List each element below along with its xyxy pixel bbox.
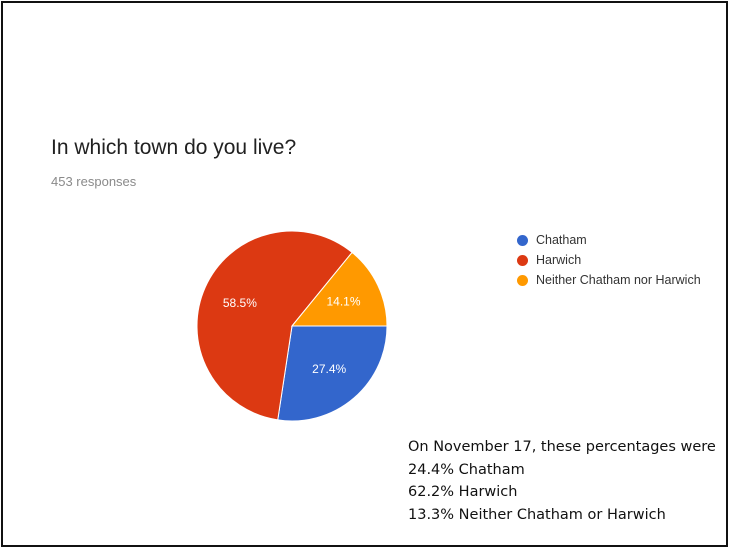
legend-dot-harwich [517,254,528,266]
legend-label-chatham: Chatham [536,233,587,247]
comparison-note: On November 17, these percentages were 2… [408,436,716,526]
legend-dot-neither [517,274,528,286]
chart-legend: Chatham Harwich Neither Chatham nor Harw… [517,230,701,290]
legend-item-harwich[interactable]: Harwich [517,250,701,270]
note-line-neither: 13.3% Neither Chatham or Harwich [408,506,666,523]
note-line-chatham: 24.4% Chatham [408,461,525,478]
pie-slice-harwich[interactable] [196,230,353,421]
legend-label-harwich: Harwich [536,253,582,267]
legend-item-neither[interactable]: Neither Chatham nor Harwich [517,270,701,290]
legend-dot-chatham [517,234,528,246]
pie-label-chatham: 27.4% [312,362,346,376]
pie-label-neither: 14.1% [326,295,360,309]
note-line-intro: On November 17, these percentages were [408,439,716,455]
legend-item-chatham[interactable]: Chatham [517,230,701,250]
question-title: In which town do you live? [51,136,297,159]
pie-label-harwich: 58.5% [223,296,257,310]
pie-slice-neither[interactable] [290,251,388,327]
note-line-harwich: 62.2% Harwich [408,484,518,500]
legend-label-neither: Neither Chatham nor Harwich [536,273,701,287]
response-count: 453 responses [51,174,137,189]
pie-slice-chatham[interactable] [277,325,388,422]
